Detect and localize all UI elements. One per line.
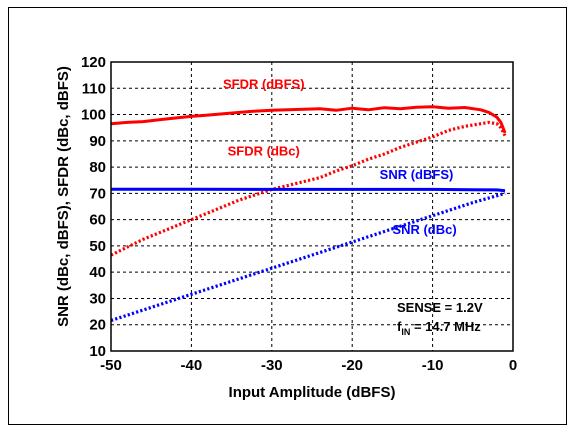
x-tick-label: -40 [181,357,203,374]
y-tick-label: 70 [89,185,106,202]
annotations: SFDR (dBFS) SFDR (dBc) SNR (dBFS) SNR (dBc) [223,76,457,237]
series-layer [110,105,507,323]
plot-border [110,61,514,352]
y-tick-label: 120 [81,54,106,71]
x-tick-label: -10 [422,357,444,374]
y-tick-label: 30 [89,290,106,307]
y-tick-label: 20 [89,317,106,334]
y-tick-label: 90 [89,133,106,150]
y-tick-label: 100 [81,107,106,124]
note-fin: fIN = 14.7 MHz [397,319,481,337]
series-label: SNR (dBFS) [380,167,454,182]
y-axis-label: SNR (dBc, dBFS), SFDR (dBc, dBFS) [55,66,72,327]
y-tick-label: 80 [89,159,106,176]
note-fin-prefix: f [397,319,402,334]
series-line-snr-dbfs [111,187,506,193]
series-label: SFDR (dBc) [228,143,300,158]
series-line-sfdr-dbc [110,120,507,257]
series-label: SNR (dBc) [392,222,456,237]
y-tick-label: 10 [89,343,106,360]
y-tick-label: 110 [82,80,106,97]
x-tick-label: -30 [261,357,283,374]
y-tick-label: 50 [89,238,106,255]
tick-labels: -50 -40 -30 -20 -10 0 10 20 30 40 50 60 70 80 90 100 110… [81,54,517,374]
x-tick-label: 0 [509,357,517,374]
x-tick-label: -20 [341,357,363,374]
note-fin-sub: IN [401,327,410,337]
series-label: SFDR (dBFS) [223,76,305,91]
note-fin-value: = 14.7 MHz [410,319,481,334]
x-axis-label: Input Amplitude (dBFS) [229,384,396,401]
y-tick-label: 40 [89,264,106,281]
series-line-sfdr-dbfs [110,105,507,134]
x-tick-label: -50 [100,357,122,374]
chart-frame [8,7,567,425]
series-line-snr-dbc [110,191,506,323]
note-sense: SENSE = 1.2V [397,300,483,315]
y-tick-label: 60 [89,212,106,229]
